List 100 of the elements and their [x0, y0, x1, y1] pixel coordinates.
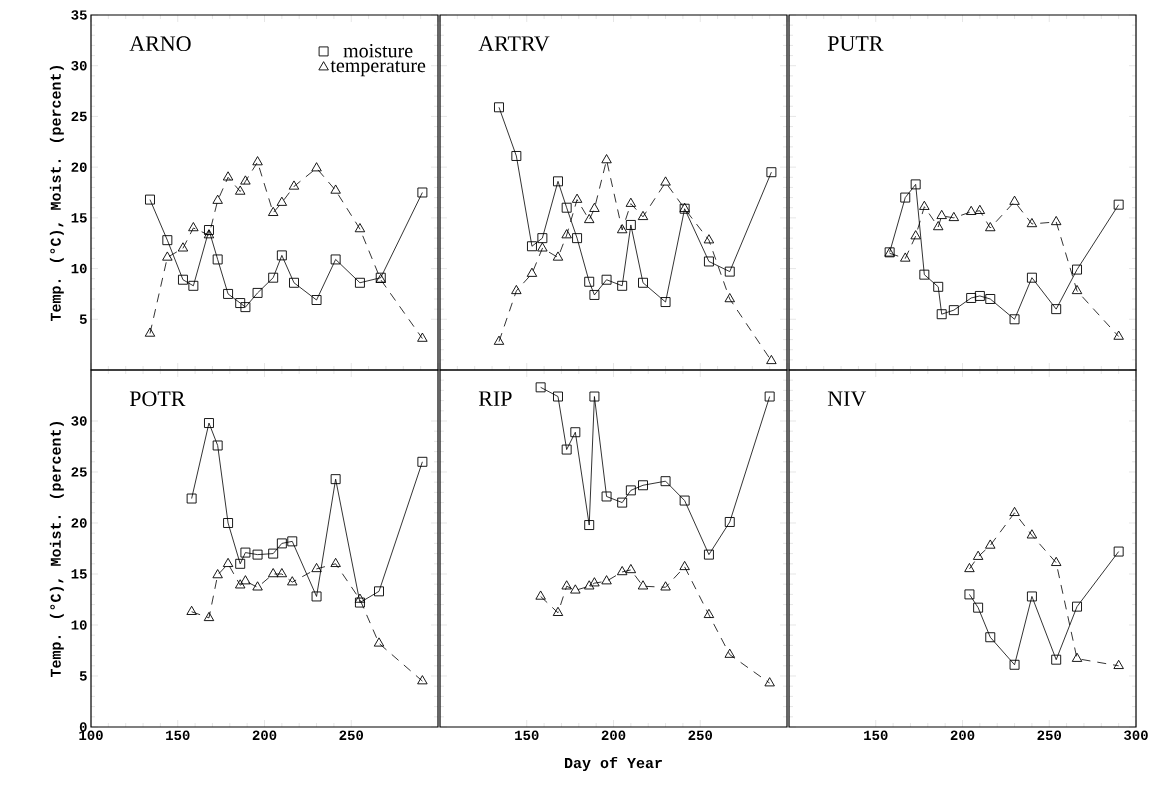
point	[933, 221, 944, 231]
point	[287, 576, 298, 586]
y-axis-title: Temp. (°C), Moist. (percent)	[49, 66, 64, 322]
y-tick-label: 10	[71, 620, 87, 630]
point	[910, 230, 921, 240]
point	[561, 202, 572, 213]
point	[330, 557, 341, 567]
point	[561, 229, 572, 239]
point	[601, 274, 612, 285]
point	[223, 288, 234, 299]
point	[724, 517, 735, 527]
point	[417, 332, 428, 342]
point	[1071, 652, 1083, 662]
point	[240, 547, 251, 558]
point	[589, 202, 600, 212]
point	[188, 222, 199, 232]
point	[1026, 529, 1038, 539]
point	[766, 167, 777, 178]
text: RIP	[478, 391, 512, 406]
point	[679, 560, 690, 571]
point	[240, 575, 251, 585]
point	[584, 276, 595, 287]
point	[570, 427, 581, 438]
point	[252, 581, 263, 591]
point	[766, 354, 777, 365]
point	[177, 242, 189, 252]
point	[601, 154, 612, 164]
point	[724, 648, 735, 658]
x-tick-label: 100	[79, 730, 103, 741]
point	[537, 233, 548, 244]
text: POTR	[129, 391, 186, 407]
point	[223, 518, 234, 528]
point	[570, 584, 581, 594]
point	[936, 309, 947, 320]
point	[1009, 314, 1020, 325]
y-tick-label: 20	[71, 162, 87, 172]
point	[637, 210, 649, 221]
point	[616, 566, 628, 576]
point	[964, 562, 975, 573]
point	[638, 277, 648, 288]
text: NIV	[827, 391, 867, 407]
y-tick-label: 25	[71, 111, 87, 122]
point	[222, 557, 234, 567]
point	[553, 176, 563, 187]
point	[703, 256, 714, 267]
point	[625, 485, 636, 496]
point	[589, 391, 600, 402]
point	[537, 242, 548, 252]
point	[276, 196, 288, 206]
point	[625, 220, 636, 230]
point	[1113, 659, 1124, 669]
point	[724, 266, 735, 277]
y-tick-label: 5	[79, 314, 87, 324]
point	[1113, 330, 1124, 340]
point	[354, 597, 365, 608]
point	[561, 580, 572, 590]
point	[374, 586, 384, 597]
point	[203, 229, 215, 239]
point	[493, 335, 505, 345]
point	[212, 569, 223, 579]
point	[354, 593, 366, 603]
point	[145, 194, 155, 205]
point	[235, 298, 246, 308]
point	[572, 233, 583, 244]
x-tick-label: 200	[252, 730, 277, 741]
point	[724, 293, 735, 303]
point	[617, 280, 628, 291]
text: ARTRV	[478, 36, 550, 52]
point	[910, 179, 921, 190]
point	[625, 563, 637, 574]
point	[584, 580, 595, 590]
point	[965, 205, 977, 215]
point	[373, 637, 385, 647]
point	[535, 382, 546, 393]
y-tick-label: 5	[79, 671, 87, 681]
point	[267, 206, 279, 216]
point	[1051, 654, 1062, 665]
point	[511, 151, 522, 161]
y-tick-label: 15	[71, 569, 87, 579]
text: ARNO	[129, 36, 191, 52]
x-axis-title: Day of Year	[564, 756, 662, 772]
point	[1026, 272, 1037, 283]
point	[660, 476, 671, 487]
point	[330, 254, 341, 265]
point	[289, 277, 299, 288]
y-tick-label: 30	[71, 416, 87, 426]
point	[660, 297, 671, 307]
point	[240, 175, 251, 185]
y-tick-label: 0	[79, 722, 87, 732]
x-tick-label: 150	[864, 730, 888, 741]
point	[178, 274, 188, 285]
y-axis-title: Temp. (°C), Moist. (percent)	[49, 422, 64, 678]
point	[162, 235, 173, 246]
point	[1072, 264, 1082, 275]
point	[985, 539, 996, 549]
point	[571, 193, 583, 203]
point	[526, 267, 538, 277]
point	[276, 538, 287, 549]
point	[311, 562, 322, 573]
point	[354, 223, 366, 233]
